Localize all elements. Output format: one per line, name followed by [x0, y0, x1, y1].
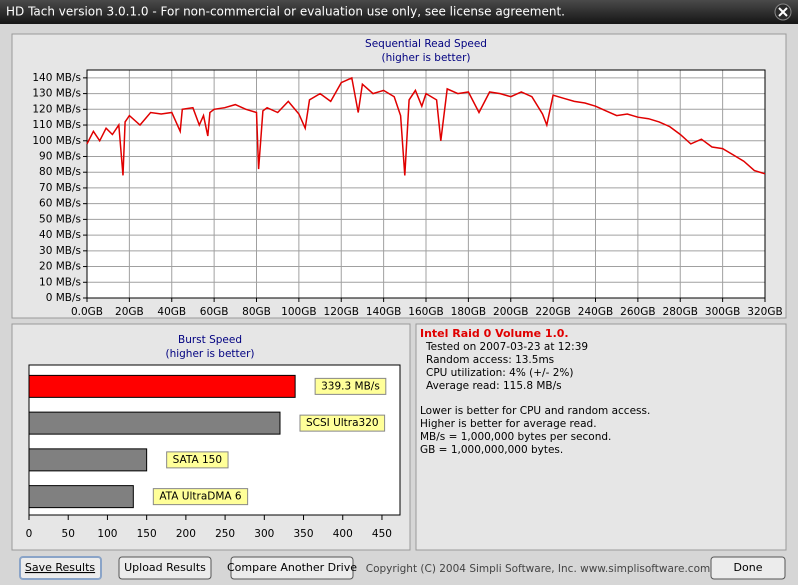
x-tick-label: 100GB: [281, 306, 316, 318]
buttons: Save Results Upload Results Compare Anot…: [19, 556, 786, 580]
x-tick-label: 300GB: [705, 306, 740, 318]
y-tick-label: 120 MB/s: [32, 103, 81, 115]
info-line: Average read: 115.8 MB/s: [426, 380, 562, 392]
x-tick-label: 140GB: [366, 306, 401, 318]
compare-button[interactable]: Compare Another Drive: [227, 556, 357, 580]
bar-label-box: [152, 488, 249, 506]
x-tick-label: 350: [294, 528, 314, 540]
bar: [28, 411, 281, 435]
y-tick-label: 30 MB/s: [39, 245, 81, 257]
done-label: Done: [734, 561, 763, 574]
save-label: Save Results: [25, 561, 95, 574]
x-tick-label: 100: [97, 528, 117, 540]
x-tick-label: 240GB: [578, 306, 613, 318]
x-tick-label: 50: [62, 528, 75, 540]
close-button[interactable]: [774, 3, 792, 21]
bar-label-box: [166, 451, 229, 469]
x-tick-label: 300: [254, 528, 274, 540]
y-tick-label: 20 MB/s: [39, 261, 81, 273]
category-label: SCSI Ultra320: [306, 417, 379, 429]
x-tick-label: 320GB: [747, 306, 782, 318]
x-tick-label: 80GB: [242, 306, 271, 318]
chart-title: Sequential Read Speed: [365, 38, 487, 50]
chart-subtitle: (higher is better): [381, 52, 470, 64]
read-speed-line: [86, 76, 766, 176]
y-tick-label: 60 MB/s: [39, 198, 81, 210]
bar-label-box: [299, 414, 386, 432]
info-panel: [415, 323, 787, 551]
bar-label-box: [314, 377, 387, 395]
y-tick-label: 0 MB/s: [46, 292, 81, 304]
upload-button[interactable]: Upload Results: [118, 556, 212, 580]
info-note: Higher is better for average read.: [420, 418, 597, 430]
x-tick-label: 400: [333, 528, 353, 540]
chart-subtitle: (higher is better): [165, 348, 254, 360]
x-tick-label: 60GB: [200, 306, 229, 318]
info-line: CPU utilization: 4% (+/- 2%): [426, 367, 573, 379]
x-tick-label: 180GB: [451, 306, 486, 318]
x-tick-label: 450: [372, 528, 392, 540]
info-line: Random access: 13.5ms: [426, 354, 554, 366]
x-tick-label: 280GB: [663, 306, 698, 318]
y-tick-label: 50 MB/s: [39, 213, 81, 225]
y-tick-label: 90 MB/s: [39, 150, 81, 162]
y-tick-label: 110 MB/s: [32, 119, 81, 131]
upload-label: Upload Results: [124, 561, 206, 574]
y-tick-label: 40 MB/s: [39, 229, 81, 241]
x-tick-label: 120GB: [324, 306, 359, 318]
y-tick-label: 10 MB/s: [39, 276, 81, 288]
title-bar: [0, 0, 798, 24]
chart-title: Burst Speed: [178, 334, 242, 346]
x-tick-label: 200: [176, 528, 196, 540]
category-label: ATA UltraDMA 6: [159, 491, 242, 503]
bar: [28, 374, 296, 398]
y-tick-label: 100 MB/s: [32, 135, 81, 147]
info-line: Tested on 2007-03-23 at 12:39: [425, 341, 588, 353]
window-title: HD Tach version 3.0.1.0 - For non-commer…: [6, 5, 565, 19]
x-tick-label: 160GB: [408, 306, 443, 318]
bar: [28, 448, 148, 472]
y-tick-label: 130 MB/s: [32, 88, 81, 100]
x-tick-label: 150: [137, 528, 157, 540]
y-tick-label: 80 MB/s: [39, 166, 81, 178]
x-tick-label: 200GB: [493, 306, 528, 318]
compare-label: Compare Another Drive: [227, 561, 357, 574]
info-note: MB/s = 1,000,000 bytes per second.: [420, 431, 611, 443]
done-button[interactable]: Done: [710, 556, 786, 580]
info-note: GB = 1,000,000,000 bytes.: [420, 444, 563, 456]
category-label: SATA 150: [173, 454, 222, 466]
y-tick-label: 140 MB/s: [32, 72, 81, 84]
plot-border: [86, 69, 766, 299]
x-tick-label: 260GB: [620, 306, 655, 318]
x-tick-label: 0.0GB: [71, 306, 103, 318]
x-tick-label: 20GB: [115, 306, 144, 318]
copyright: Copyright (C) 2004 Simpli Software, Inc.…: [366, 563, 710, 575]
bar: [28, 485, 134, 509]
info-note: Lower is better for CPU and random acces…: [420, 405, 650, 417]
drive-name: Intel Raid 0 Volume 1.0.: [420, 327, 569, 340]
x-tick-label: 0: [26, 528, 33, 540]
y-tick-label: 70 MB/s: [39, 182, 81, 194]
save-button[interactable]: Save Results: [19, 556, 102, 580]
x-tick-label: 40GB: [157, 306, 186, 318]
x-tick-label: 220GB: [535, 306, 570, 318]
x-tick-label: 250: [215, 528, 235, 540]
value-label: 339.3 MB/s: [321, 380, 380, 392]
